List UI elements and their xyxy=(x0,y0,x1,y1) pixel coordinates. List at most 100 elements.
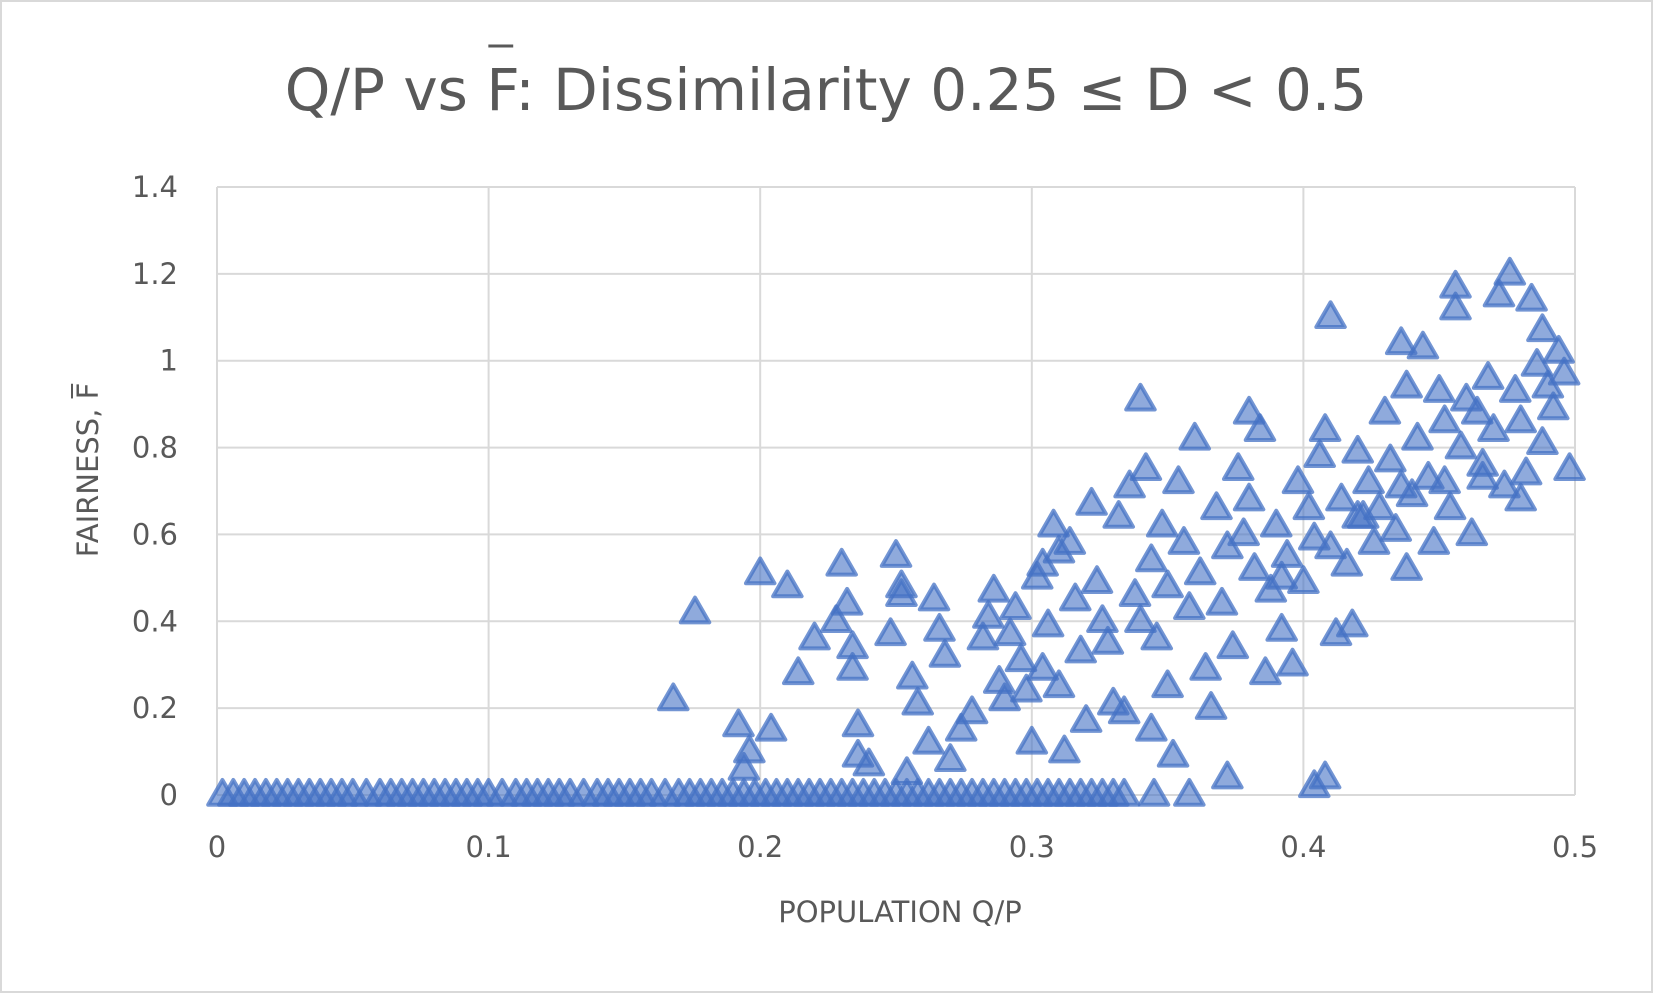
data-point xyxy=(733,734,766,764)
data-point xyxy=(1145,508,1179,538)
data-point xyxy=(1118,578,1152,607)
data-point xyxy=(1259,508,1293,538)
data-point xyxy=(1243,413,1277,442)
data-point xyxy=(890,756,924,786)
y-tick-label: 0.4 xyxy=(132,604,178,638)
data-point xyxy=(972,599,1005,629)
data-point xyxy=(1140,621,1173,651)
data-point xyxy=(966,621,1000,651)
data-point xyxy=(1178,421,1212,451)
data-point xyxy=(1232,395,1266,425)
data-point xyxy=(1173,591,1206,621)
data-point xyxy=(1276,647,1309,677)
data-point xyxy=(1211,760,1244,790)
data-point xyxy=(1455,517,1489,547)
data-point xyxy=(1314,300,1347,330)
data-point xyxy=(1216,630,1250,660)
data-point xyxy=(944,712,978,742)
data-point xyxy=(1444,430,1478,460)
data-point xyxy=(934,743,967,773)
data-point xyxy=(1417,526,1451,555)
data-point xyxy=(896,660,929,690)
data-point xyxy=(1135,543,1168,573)
data-point xyxy=(1325,482,1358,512)
data-point xyxy=(727,751,761,781)
data-point xyxy=(1189,652,1222,681)
x-axis-label: POPULATION Q/P xyxy=(778,895,1022,929)
data-point xyxy=(901,686,934,716)
data-point xyxy=(1509,456,1543,486)
data-point xyxy=(1107,695,1141,725)
data-point xyxy=(923,612,956,642)
y-axis-ticks: 0 0.2 0.4 0.6 0.8 1 1.2 1.4 xyxy=(132,170,178,812)
data-point xyxy=(912,725,945,755)
data-point xyxy=(1183,556,1217,586)
data-point xyxy=(1428,465,1461,495)
data-point xyxy=(1390,552,1423,581)
data-point xyxy=(1384,326,1418,356)
data-point xyxy=(1498,374,1532,403)
data-point xyxy=(1466,447,1499,477)
x-axis-ticks: 0 0.1 0.2 0.3 0.4 0.5 xyxy=(208,830,1598,864)
data-point xyxy=(1298,521,1331,551)
data-point xyxy=(1113,469,1146,499)
data-point xyxy=(993,617,1027,647)
data-point xyxy=(743,556,777,586)
data-point xyxy=(1504,482,1537,512)
data-point xyxy=(1526,426,1559,455)
data-point xyxy=(1031,608,1065,638)
data-point xyxy=(1059,582,1092,612)
data-point xyxy=(852,747,886,777)
data-point xyxy=(1053,526,1087,555)
data-point xyxy=(1460,395,1494,425)
x-tick-label: 0.1 xyxy=(466,830,512,864)
data-point xyxy=(1363,491,1396,521)
data-point xyxy=(781,656,815,686)
data-point xyxy=(1433,491,1467,521)
data-point xyxy=(1547,356,1581,386)
data-point xyxy=(1221,452,1255,482)
x-tick-label: 0.5 xyxy=(1552,830,1598,864)
data-point xyxy=(1137,778,1171,807)
y-tick-label: 1 xyxy=(160,344,178,378)
data-point xyxy=(798,621,831,651)
data-point xyxy=(1238,552,1271,581)
data-point xyxy=(1004,643,1038,673)
data-point xyxy=(1151,669,1184,699)
y-tick-label: 1.2 xyxy=(132,257,178,291)
data-point xyxy=(657,682,690,712)
data-point xyxy=(1303,439,1336,469)
chart-title-text: Q/P vs F: Dissimilarity 0.25 ≤ D < 0.5 xyxy=(285,56,1367,124)
data-point xyxy=(1330,547,1364,577)
data-point xyxy=(1504,404,1537,434)
data-point xyxy=(1037,508,1070,538)
data-point xyxy=(678,595,712,625)
x-tick-label: 0.4 xyxy=(1280,830,1326,864)
data-point xyxy=(1336,608,1369,638)
data-point xyxy=(1064,634,1097,664)
data-point xyxy=(1010,673,1043,703)
data-point xyxy=(1542,335,1575,364)
data-point xyxy=(955,695,989,725)
data-point xyxy=(1075,487,1108,516)
data-point xyxy=(1080,565,1114,594)
data-markers xyxy=(206,256,1586,807)
data-point xyxy=(1428,404,1461,434)
x-tick-label: 0.2 xyxy=(737,830,783,864)
data-point xyxy=(874,617,907,647)
x-tick-label: 0 xyxy=(208,830,226,864)
data-point xyxy=(977,573,1011,603)
y-tick-label: 1.4 xyxy=(132,170,178,204)
data-point xyxy=(1173,778,1206,807)
data-point xyxy=(1129,452,1163,482)
data-point xyxy=(1124,382,1157,412)
data-point xyxy=(1194,691,1228,720)
data-point xyxy=(1390,369,1423,399)
data-point xyxy=(819,604,853,634)
y-tick-label: 0.8 xyxy=(132,431,178,465)
data-point xyxy=(1341,434,1374,464)
data-point xyxy=(1249,656,1282,686)
data-point xyxy=(771,569,804,599)
